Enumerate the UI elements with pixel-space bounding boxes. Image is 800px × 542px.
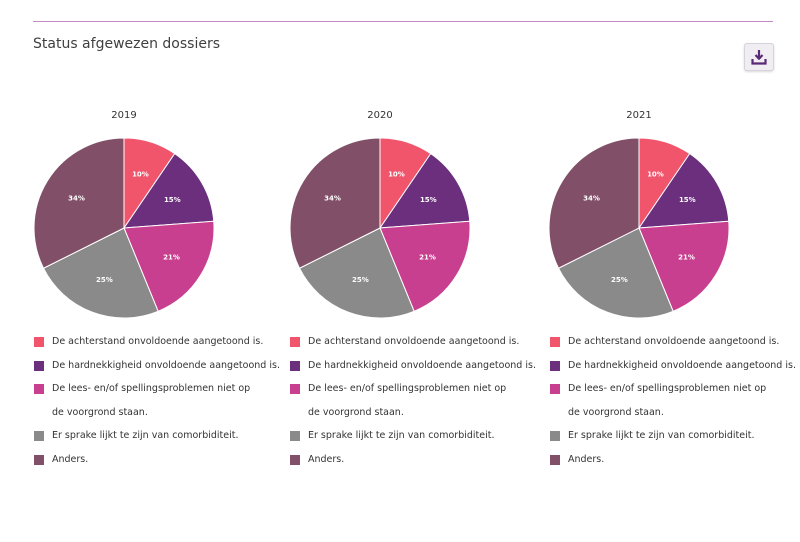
download-button[interactable] [744, 43, 774, 71]
legend-label: De lees- en/of spellingsproblemen niet o… [52, 383, 251, 418]
pie-chart-2021: 2021 10% 15% 21% 25% 34% De achterstand onvo… [514, 100, 796, 480]
slice-data-label: 10% [132, 171, 149, 179]
legend-swatch [550, 431, 560, 441]
legend-item[interactable]: Er sprake lijkt te zijn van comorbiditei… [289, 424, 539, 448]
pie-slice[interactable] [298, 227, 415, 319]
pie-slice[interactable] [548, 137, 640, 269]
legend-swatch [34, 431, 44, 441]
slice-data-label: 21% [163, 253, 180, 261]
legend-item[interactable]: De achterstand onvoldoende aangetoond is… [289, 330, 539, 354]
slice-data-label: 15% [164, 196, 181, 204]
legend-item[interactable]: De hardnekkigheid onvoldoende aangetoond… [289, 354, 539, 378]
legend-item[interactable]: Er sprake lijkt te zijn van comorbiditei… [33, 424, 283, 448]
legend-item[interactable]: De lees- en/of spellingsproblemen niet o… [289, 377, 539, 424]
slice-data-label: 21% [678, 253, 695, 261]
slice-data-label: 34% [583, 195, 600, 203]
legend-swatch [550, 454, 560, 465]
legend-item[interactable]: De lees- en/of spellingsproblemen niet o… [549, 377, 799, 424]
pie-slice[interactable] [638, 220, 730, 312]
legend-label: De lees- en/of spellingsproblemen niet o… [308, 383, 507, 418]
pie-slice[interactable] [379, 152, 471, 229]
legend-item[interactable]: Anders. [549, 448, 799, 472]
pie-slice[interactable] [289, 137, 381, 269]
slice-data-label: 15% [420, 196, 437, 204]
slice-data-label: 25% [611, 276, 628, 284]
pie-slice[interactable] [42, 227, 159, 319]
chart-title: 2019 [111, 110, 137, 121]
legend-label: De hardnekkigheid onvoldoende aangetoond… [308, 359, 536, 371]
legend-label: Anders. [568, 453, 605, 465]
slice-data-label: 25% [96, 276, 113, 284]
legend-swatch [290, 337, 300, 347]
header-divider [33, 21, 773, 22]
legend-swatch [550, 337, 560, 347]
legend-swatch [290, 454, 300, 465]
pie-svg: 10% 15% 21% 25% 34% [33, 137, 215, 319]
download-tray-icon [751, 50, 767, 65]
page-title: Status afgewezen dossiers [33, 36, 221, 52]
legend-label: Er sprake lijkt te zijn van comorbiditei… [568, 430, 755, 441]
slice-data-label: 34% [68, 195, 85, 203]
pie-chart-2019: 2019 10% 15% 21% 25% 34% De achterstand onvo… [0, 100, 280, 480]
legend-label: Anders. [308, 453, 345, 465]
legend-swatch [550, 384, 560, 394]
legend-label: De achterstand onvoldoende aangetoond is… [308, 336, 520, 347]
legend-label: De achterstand onvoldoende aangetoond is… [568, 336, 780, 347]
legend-swatch [550, 360, 560, 371]
pie-svg: 10% 15% 21% 25% 34% [289, 137, 471, 319]
pie-slice[interactable] [123, 152, 215, 229]
legend-item[interactable]: De hardnekkigheid onvoldoende aangetoond… [549, 354, 799, 378]
chart-legend: De achterstand onvoldoende aangetoond is… [289, 330, 539, 471]
slice-data-label: 34% [324, 195, 341, 203]
legend-item[interactable]: Er sprake lijkt te zijn van comorbiditei… [549, 424, 799, 448]
legend-swatch [290, 360, 300, 371]
pie-chart-2020: 2020 10% 15% 21% 25% 34% De achterstand onvo… [255, 100, 536, 480]
pie-svg: 10% 15% 21% 25% 34% [548, 137, 730, 319]
pie-slice[interactable] [379, 220, 471, 312]
legend-item[interactable]: De hardnekkigheid onvoldoende aangetoond… [33, 354, 283, 378]
legend-label: Er sprake lijkt te zijn van comorbiditei… [52, 430, 239, 441]
slice-data-label: 10% [388, 171, 405, 179]
legend-swatch [34, 360, 44, 371]
legend-swatch [34, 384, 44, 394]
legend-label: De hardnekkigheid onvoldoende aangetoond… [568, 359, 796, 371]
legend-label: Anders. [52, 453, 89, 465]
legend-swatch [34, 454, 44, 465]
legend-item[interactable]: De achterstand onvoldoende aangetoond is… [33, 330, 283, 354]
legend-item[interactable]: De lees- en/of spellingsproblemen niet o… [33, 377, 283, 424]
legend-swatch [34, 337, 44, 347]
legend-label: De lees- en/of spellingsproblemen niet o… [568, 383, 767, 418]
legend-label: De achterstand onvoldoende aangetoond is… [52, 336, 264, 347]
legend-item[interactable]: Anders. [33, 448, 283, 472]
slice-data-label: 15% [679, 196, 696, 204]
pie-slice[interactable] [557, 227, 674, 319]
slice-data-label: 25% [352, 276, 369, 284]
legend-swatch [290, 431, 300, 441]
legend-item[interactable]: Anders. [289, 448, 539, 472]
legend-label: Er sprake lijkt te zijn van comorbiditei… [308, 430, 495, 441]
pie-slice[interactable] [33, 137, 125, 269]
chart-legend: De achterstand onvoldoende aangetoond is… [33, 330, 283, 471]
legend-item[interactable]: De achterstand onvoldoende aangetoond is… [549, 330, 799, 354]
slice-data-label: 21% [419, 253, 436, 261]
chart-title: 2021 [626, 110, 652, 121]
chart-legend: De achterstand onvoldoende aangetoond is… [549, 330, 799, 471]
slice-data-label: 10% [647, 171, 664, 179]
pie-slice[interactable] [638, 152, 730, 229]
legend-label: De hardnekkigheid onvoldoende aangetoond… [52, 359, 280, 371]
chart-title: 2020 [367, 110, 393, 121]
legend-swatch [290, 384, 300, 394]
pie-slice[interactable] [123, 220, 215, 312]
